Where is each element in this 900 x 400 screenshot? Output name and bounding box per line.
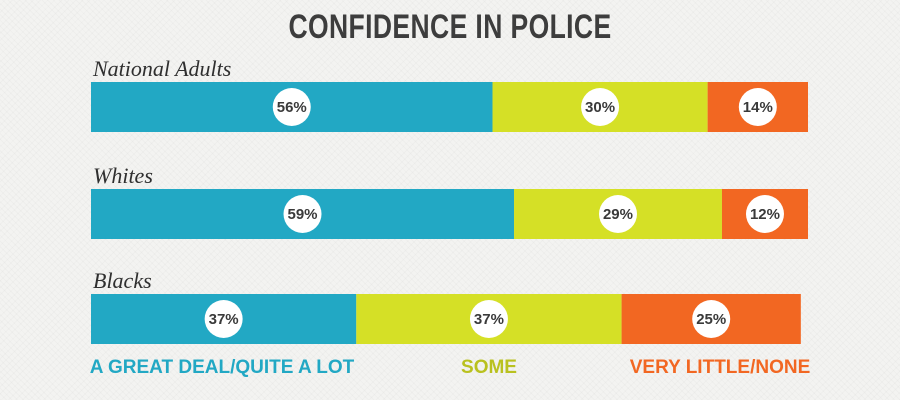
data-label-badge (283, 195, 322, 233)
data-label-badge (745, 195, 784, 233)
category-label: Blacks (93, 268, 152, 293)
category-label: Whites (93, 163, 153, 188)
legend-item: A GREAT DEAL/QUITE A LOT (90, 357, 355, 378)
data-label-badge (204, 300, 243, 338)
data-label: 25% (696, 311, 726, 328)
data-label: 30% (585, 99, 615, 116)
data-label-badge (581, 88, 620, 126)
data-label-badge (469, 300, 508, 338)
legend-item: VERY LITTLE/NONE (630, 357, 811, 378)
data-label-badge (272, 88, 311, 126)
data-label-badge (692, 300, 731, 338)
data-label-badge (738, 88, 777, 126)
data-label: 29% (603, 206, 633, 223)
data-label: 37% (209, 311, 239, 328)
legend-item: SOME (461, 357, 517, 378)
chart-title: CONFIDENCE IN POLICE (288, 8, 612, 46)
data-label: 59% (287, 206, 317, 223)
data-label-badge (598, 195, 637, 233)
data-label: 56% (277, 99, 307, 116)
data-label: 37% (474, 311, 504, 328)
category-label: National Adults (92, 56, 231, 81)
data-label: 14% (743, 99, 773, 116)
data-label: 12% (750, 206, 780, 223)
